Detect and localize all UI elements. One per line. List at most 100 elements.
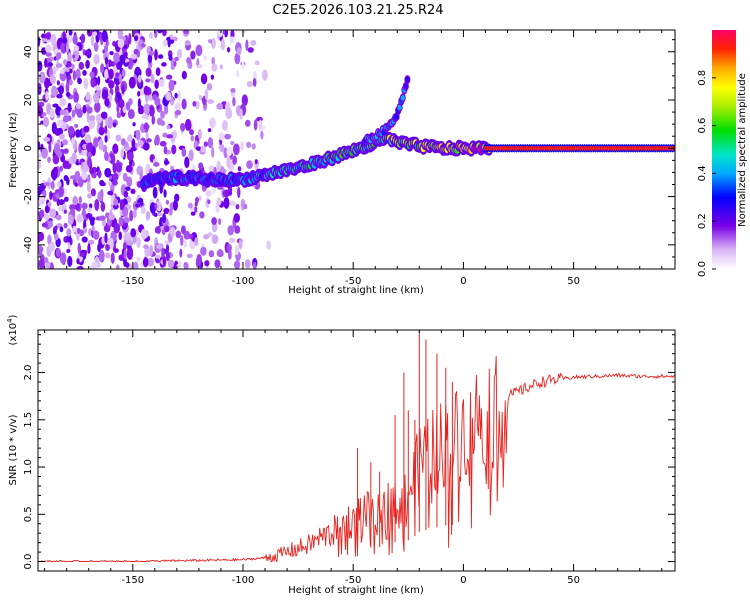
heatmap-cell — [38, 159, 42, 170]
heatmap-cell — [92, 230, 100, 240]
heatmap-cell — [222, 119, 228, 131]
heatmap-cell — [203, 55, 207, 61]
heatmap-cell — [109, 51, 114, 56]
heatmap-cell — [223, 197, 230, 209]
heatmap-cell — [204, 88, 209, 100]
heatmap-cell — [216, 102, 224, 110]
heatmap-cell — [125, 186, 131, 191]
heatmap-cell — [234, 52, 241, 65]
heatmap-cell — [68, 30, 73, 36]
heatmap-cell — [156, 244, 163, 250]
y-tick-label: -40 — [23, 237, 34, 253]
colorbar: 0.0 0.2 0.4 0.6 0.8 Normalized spectral ampl… — [697, 30, 748, 277]
heatmap-cell — [137, 140, 144, 148]
heatmap-cell — [149, 105, 155, 117]
heatmap-cell — [63, 175, 69, 182]
x-tick-label: 50 — [567, 575, 580, 586]
heatmap-cell — [38, 249, 43, 257]
heatmap-cell — [136, 257, 141, 262]
heatmap-cell — [112, 40, 117, 47]
heatmap-cell — [397, 104, 402, 111]
heatmap-cell — [155, 67, 161, 77]
heatmap-cell — [57, 127, 63, 136]
spectrogram-frame — [37, 29, 676, 270]
heatmap-cell — [154, 203, 158, 210]
heatmap-cell — [38, 258, 45, 269]
heatmap-cell — [98, 126, 105, 136]
heatmap-cell — [226, 47, 231, 53]
heatmap-cell — [66, 248, 71, 254]
heatmap-cell — [181, 98, 187, 110]
heatmap-cell — [170, 96, 174, 106]
heatmap-cell — [161, 62, 167, 67]
heatmap-cell — [198, 195, 202, 201]
heatmap-cell — [188, 149, 194, 162]
heatmap-cell — [81, 171, 88, 181]
heatmap-cell — [134, 35, 139, 42]
heatmap-cell — [253, 119, 258, 131]
heatmap-cell — [152, 186, 158, 199]
heatmap-cell — [72, 54, 76, 59]
heatmap-cell — [38, 101, 45, 107]
heatmap-cell — [195, 44, 203, 57]
heatmap-cell — [45, 44, 52, 53]
heatmap-cell — [123, 217, 130, 223]
heatmap-cell — [53, 233, 59, 241]
heatmap-cell — [198, 94, 202, 101]
heatmap-cell — [87, 243, 91, 255]
heatmap-cell — [228, 237, 236, 244]
heatmap-cell — [205, 190, 213, 197]
heatmap-cell — [236, 69, 240, 78]
heatmap-cell — [87, 207, 93, 213]
heatmap-cell — [73, 45, 80, 52]
spectrogram-y-label: Frequency (Hz) — [8, 112, 19, 188]
heatmap-cell — [77, 242, 81, 255]
heatmap-cell — [118, 216, 124, 227]
heatmap-cell — [90, 188, 96, 197]
heatmap-cell — [127, 109, 135, 120]
heatmap-cell — [117, 38, 125, 48]
heatmap-cell — [163, 208, 170, 215]
heatmap-cell — [82, 70, 87, 76]
heatmap-cell — [135, 228, 139, 236]
heatmap-cell — [230, 140, 235, 146]
heatmap-cell — [119, 199, 125, 211]
heatmap-cell — [104, 167, 112, 178]
heatmap-cell — [175, 230, 182, 239]
y-tick-label: 20 — [23, 94, 34, 107]
heatmap-cell — [101, 89, 109, 100]
heatmap-cell — [218, 132, 225, 141]
heatmap-cell — [72, 225, 77, 233]
heatmap-cell — [51, 122, 57, 134]
heatmap-cell — [120, 148, 125, 159]
heatmap-cell — [61, 139, 68, 146]
heatmap-cell — [125, 101, 131, 111]
heatmap-cell — [62, 160, 69, 169]
heatmap-cell — [94, 198, 100, 211]
heatmap-cell — [95, 85, 101, 91]
x-tick-label: -150 — [121, 276, 144, 287]
heatmap-cell — [203, 141, 209, 147]
heatmap-cell — [200, 246, 207, 256]
y-tick-label: 0.5 — [23, 506, 34, 522]
heatmap-cell — [241, 94, 248, 107]
heatmap-cell — [100, 181, 106, 187]
snr-frame — [37, 329, 676, 572]
heatmap-cell — [149, 50, 155, 56]
snr-ticks: -150 -100 -50 0 50 0.0 0.5 1.0 1.5 2.0 — [23, 330, 675, 586]
heatmap-cell — [59, 226, 64, 233]
heatmap-cell — [154, 48, 158, 61]
heatmap-cell — [56, 80, 60, 86]
heatmap-cell — [150, 73, 155, 84]
heatmap-cell — [38, 71, 46, 84]
heatmap-cell — [62, 115, 70, 123]
heatmap-cell — [160, 225, 165, 230]
heatmap-cell — [101, 30, 108, 42]
heatmap-cell — [209, 117, 216, 129]
x-tick-label: 0 — [460, 276, 466, 287]
heatmap-cell — [78, 196, 82, 204]
colorbar-tick-label: 0.8 — [697, 70, 708, 86]
heatmap-cell — [166, 74, 173, 80]
heatmap-cell — [68, 79, 73, 86]
heatmap-cell — [38, 231, 42, 243]
